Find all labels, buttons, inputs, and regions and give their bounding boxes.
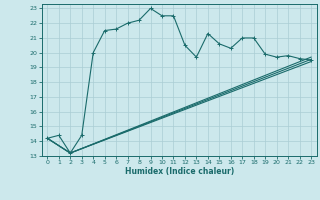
X-axis label: Humidex (Indice chaleur): Humidex (Indice chaleur) — [124, 167, 234, 176]
